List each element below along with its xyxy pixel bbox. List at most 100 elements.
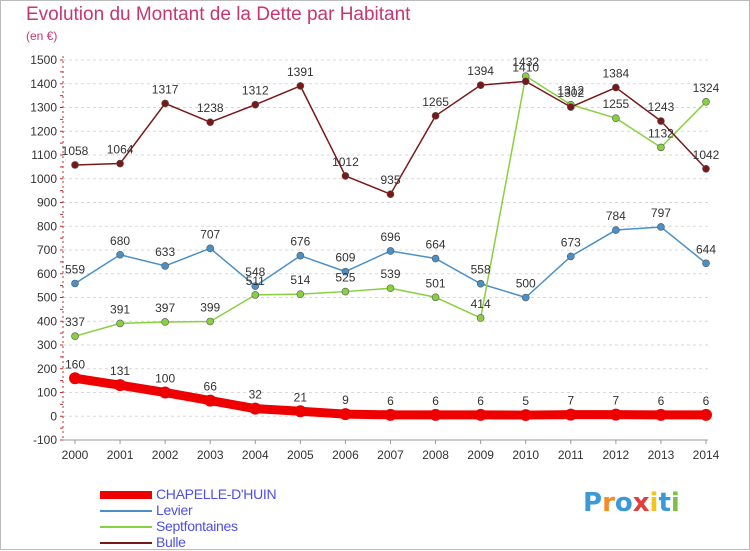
data-label: 160 (65, 357, 85, 371)
legend-label: CHAPELLE-D'HUIN (156, 486, 277, 502)
legend-swatch (100, 510, 152, 512)
data-label: 644 (696, 242, 716, 256)
data-label: 131 (110, 364, 130, 378)
series-chapelle-d-huin (69, 372, 712, 422)
data-label: 664 (426, 238, 446, 252)
legend-label: Bulle (156, 534, 186, 550)
data-label: 1384 (603, 67, 630, 81)
data-point (521, 293, 530, 302)
data-point (386, 284, 395, 293)
data-label: 1391 (287, 65, 314, 79)
legend: CHAPELLE-D'HUIN Levier Septfontaines Bulle (100, 486, 360, 551)
plot-area (63, 60, 708, 440)
data-label: 1410 (512, 60, 539, 74)
data-label: 1324 (693, 81, 720, 95)
data-label: 1042 (693, 148, 720, 162)
y-tick-label: 1200 (30, 124, 57, 138)
data-label: 6 (703, 394, 710, 408)
y-tick-label: -100 (33, 433, 57, 447)
data-point (339, 408, 352, 421)
data-point (431, 254, 440, 263)
data-label: 935 (380, 173, 400, 187)
data-point (251, 291, 260, 299)
data-label: 9 (342, 393, 349, 407)
data-point (431, 112, 440, 120)
x-tick-label: 2013 (648, 448, 675, 462)
data-point (566, 252, 575, 261)
data-point (71, 279, 79, 288)
data-point (161, 262, 169, 270)
data-label: 673 (561, 235, 581, 249)
y-tick-label: 1100 (31, 148, 57, 162)
data-point (116, 159, 124, 168)
data-label: 337 (65, 315, 85, 329)
y-tick-label: 1300 (30, 101, 57, 115)
series-levier (71, 223, 710, 302)
data-label: 559 (65, 262, 85, 276)
data-point (296, 290, 305, 298)
data-point (69, 372, 81, 385)
data-label: 1265 (422, 95, 449, 109)
data-point (116, 319, 124, 328)
data-label: 32 (249, 388, 263, 402)
data-label: 1302 (557, 86, 584, 100)
data-point (700, 408, 712, 421)
data-point (251, 282, 260, 290)
data-label: 6 (432, 394, 439, 408)
data-point (702, 98, 710, 106)
data-label: 391 (110, 302, 130, 316)
data-point (519, 409, 532, 422)
chart-unit: (en €) (26, 29, 58, 43)
data-label: 501 (426, 276, 446, 290)
data-point (612, 226, 620, 234)
data-label: 609 (335, 251, 355, 265)
x-tick-label: 2012 (603, 448, 630, 462)
data-label: 1317 (152, 82, 179, 96)
legend-item: CHAPELLE-D'HUIN (100, 486, 360, 503)
y-tick-label: 400 (37, 314, 57, 328)
x-tick-label: 2004 (242, 448, 269, 462)
data-label: 707 (200, 227, 220, 241)
y-tick-label: 0 (50, 409, 57, 423)
legend-swatch (100, 542, 152, 544)
data-label: 784 (606, 209, 626, 223)
data-point (386, 247, 395, 255)
x-tick-label: 2009 (467, 448, 494, 462)
data-point (116, 250, 124, 259)
data-label: 500 (516, 277, 536, 291)
data-label: 414 (471, 297, 491, 311)
data-label: 66 (204, 380, 218, 394)
data-label: 399 (200, 300, 220, 314)
data-label: 1064 (107, 143, 134, 157)
legend-label: Levier (156, 502, 193, 518)
data-label: 680 (110, 234, 130, 248)
data-point (249, 402, 262, 415)
data-label: 397 (155, 301, 175, 315)
y-tick-label: 800 (37, 219, 57, 233)
data-point (386, 190, 395, 198)
legend-swatch (100, 491, 152, 499)
data-point (206, 317, 215, 326)
x-tick-label: 2005 (287, 448, 314, 462)
data-point (71, 161, 79, 169)
data-label: 1255 (603, 97, 630, 111)
data-label: 5 (522, 394, 529, 408)
data-label: 797 (651, 206, 671, 220)
legend-item: Levier (100, 502, 360, 519)
data-label: 1238 (197, 101, 224, 115)
data-label: 514 (290, 273, 310, 287)
data-point (384, 408, 397, 421)
y-tick-label: 900 (37, 196, 57, 210)
y-tick-label: 500 (37, 291, 57, 305)
y-tick-label: 700 (37, 243, 57, 257)
data-point (204, 394, 217, 407)
data-point (341, 267, 350, 276)
proxiti-logo: Proxiti (583, 488, 680, 518)
x-tick-label: 2001 (107, 448, 134, 462)
data-point (564, 408, 577, 421)
data-point (609, 408, 622, 421)
data-label: 548 (245, 265, 265, 279)
logo-letter: t (658, 488, 671, 518)
data-point (114, 379, 127, 392)
data-label: 1432 (512, 55, 539, 69)
